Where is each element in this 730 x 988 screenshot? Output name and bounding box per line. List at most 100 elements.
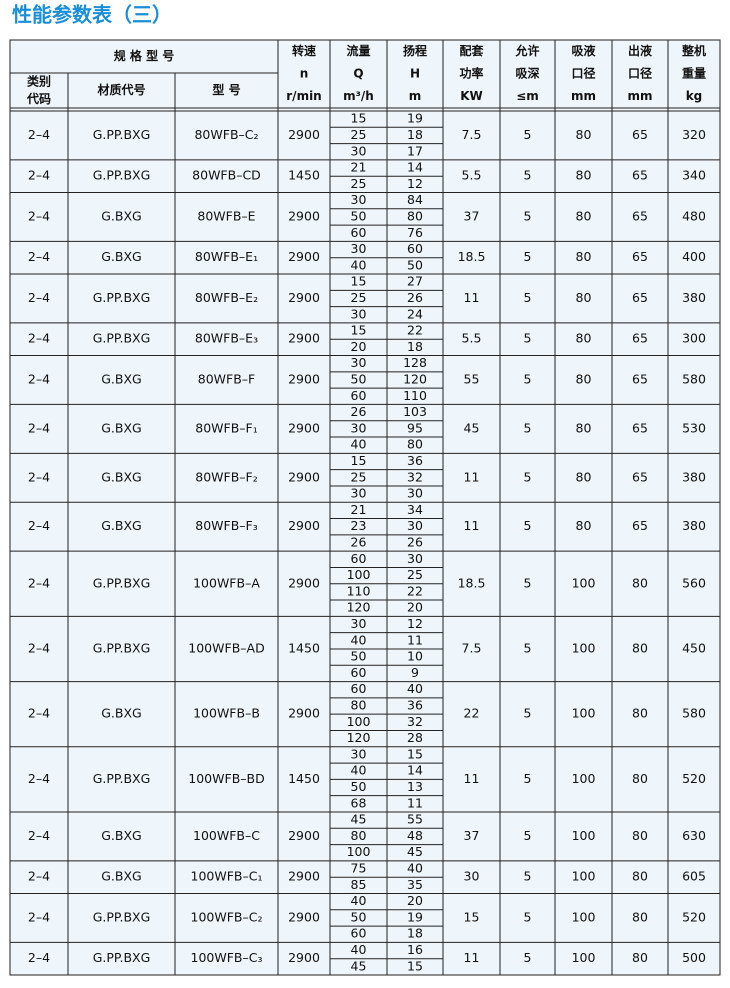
head-cell: 18	[407, 127, 423, 142]
head-cell: 84	[407, 192, 423, 207]
cell: 2–4	[28, 909, 50, 924]
flow-cell: 60	[351, 551, 367, 566]
cell: 5	[524, 331, 532, 346]
cell: 100WFB–C₁	[191, 869, 263, 884]
cell: 630	[682, 828, 706, 843]
head-cell: 14	[407, 160, 423, 175]
cell: 2–4	[28, 127, 50, 142]
cell: 580	[682, 371, 706, 386]
head-cell: 10	[407, 649, 423, 664]
cell: 7.5	[462, 640, 482, 655]
cell: 5	[524, 909, 532, 924]
head-cell: 60	[407, 241, 423, 256]
head-cell: 12	[407, 176, 423, 191]
cell: 11	[464, 290, 480, 305]
cell: 5	[524, 950, 532, 965]
cell: 2–4	[28, 771, 50, 786]
flow-cell: 85	[351, 877, 367, 892]
cell: 450	[682, 640, 706, 655]
head-cell: 20	[407, 893, 423, 908]
head-cell: 9	[411, 665, 419, 680]
head-cell: 95	[407, 420, 423, 435]
column-header: 吸液	[571, 43, 595, 58]
cell: 2900	[288, 869, 320, 884]
cell: 520	[682, 909, 706, 924]
cell: 5.5	[462, 168, 482, 183]
cell: G.PP.BXG	[93, 909, 151, 924]
cell: G.BXG	[101, 518, 142, 533]
flow-cell: 50	[351, 208, 367, 223]
flow-cell: 40	[351, 893, 367, 908]
flow-cell: 21	[351, 502, 367, 517]
cell: G.BXG	[101, 208, 142, 223]
cell: 1450	[288, 168, 320, 183]
cell: 380	[682, 290, 706, 305]
head-cell: 26	[407, 535, 423, 550]
column-header: 材质代号	[96, 82, 145, 97]
head-cell: 24	[407, 306, 423, 321]
cell: 100WFB–A	[193, 575, 260, 590]
cell: 340	[682, 168, 706, 183]
flow-cell: 100	[347, 714, 371, 729]
cell: 65	[632, 518, 648, 533]
column-header: 口径	[571, 66, 595, 81]
flow-cell: 30	[351, 143, 367, 158]
flow-cell: 100	[347, 844, 371, 859]
cell: 2900	[288, 371, 320, 386]
column-header: 配套	[459, 43, 484, 58]
flow-cell: 40	[351, 632, 367, 647]
cell: 80	[576, 127, 592, 142]
flow-cell: 60	[351, 388, 367, 403]
column-header: mm	[571, 89, 596, 103]
cell: 65	[632, 371, 648, 386]
cell: 45	[464, 420, 480, 435]
flow-cell: 15	[351, 111, 367, 126]
cell: 2900	[288, 208, 320, 223]
cell: 2900	[288, 420, 320, 435]
cell: 15	[464, 909, 480, 924]
cell: 65	[632, 420, 648, 435]
cell: 300	[682, 331, 706, 346]
cell: 5	[524, 168, 532, 183]
flow-cell: 120	[347, 600, 371, 615]
cell: 100	[572, 640, 596, 655]
flow-cell: 25	[351, 290, 367, 305]
flow-cell: 20	[351, 339, 367, 354]
cell: 65	[632, 249, 648, 264]
cell: 65	[632, 168, 648, 183]
cell: 380	[682, 469, 706, 484]
head-cell: 30	[407, 518, 423, 533]
cell: 80	[632, 869, 648, 884]
column-header: 允许	[514, 43, 539, 58]
head-cell: 80	[407, 208, 423, 223]
cell: 560	[682, 575, 706, 590]
flow-cell: 25	[351, 469, 367, 484]
flow-cell: 60	[351, 681, 367, 696]
cell: G.BXG	[101, 469, 142, 484]
head-cell: 18	[407, 339, 423, 354]
cell: G.PP.BXG	[93, 168, 151, 183]
cell: 2900	[288, 518, 320, 533]
cell: 100	[572, 575, 596, 590]
column-header: 代码	[26, 91, 51, 106]
cell: 100	[572, 771, 596, 786]
head-cell: 32	[407, 469, 423, 484]
head-cell: 40	[407, 861, 423, 876]
cell: 5	[524, 208, 532, 223]
cell: 5	[524, 469, 532, 484]
flow-cell: 23	[351, 518, 367, 533]
head-cell: 22	[407, 323, 423, 338]
cell: 80WFB–CD	[192, 168, 261, 183]
head-cell: 30	[407, 551, 423, 566]
cell: 2900	[288, 249, 320, 264]
head-cell: 80	[407, 437, 423, 452]
flow-cell: 45	[351, 812, 367, 827]
cell: G.PP.BXG	[93, 331, 151, 346]
cell: 100	[572, 869, 596, 884]
cell: G.BXG	[101, 706, 142, 721]
table-background	[9, 39, 721, 976]
cell: 605	[682, 869, 706, 884]
cell: 2900	[288, 469, 320, 484]
flow-cell: 40	[351, 942, 367, 957]
head-cell: 32	[407, 714, 423, 729]
